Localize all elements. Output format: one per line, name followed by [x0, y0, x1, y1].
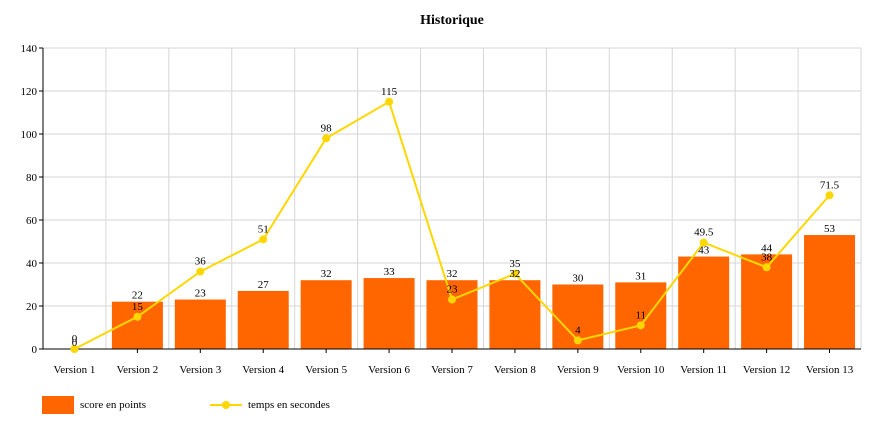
x-tick-label: Version 4 — [242, 364, 284, 376]
y-tick-label: 60 — [26, 215, 38, 227]
bar-value-label: 30 — [572, 273, 584, 285]
bar-value-label: 32 — [321, 268, 332, 280]
x-tick-label: Version 3 — [179, 364, 221, 376]
y-tick-label: 40 — [26, 258, 38, 270]
bar-value-label: 32 — [447, 268, 458, 280]
bar-swatch-icon — [42, 396, 74, 414]
bar-value-label: 53 — [824, 223, 836, 235]
y-tick-label: 80 — [26, 172, 38, 184]
bar-value-label: 43 — [698, 245, 710, 257]
line-point — [762, 263, 771, 272]
line-swatch-icon — [209, 396, 242, 414]
bar — [804, 235, 856, 349]
line-point — [573, 336, 582, 345]
y-tick-label: 100 — [21, 129, 38, 141]
line-point — [70, 345, 79, 353]
y-axis-ticks: 0 20 40 60 80 100 120 140 — [21, 43, 43, 356]
bar — [174, 299, 226, 349]
bar-value-label: 0 — [72, 337, 78, 349]
line-value-label: 0 — [72, 333, 78, 345]
y-tick-label: 120 — [21, 86, 38, 98]
legend-label-score: score en points — [80, 399, 146, 411]
x-tick-label: Version 5 — [305, 364, 347, 376]
bar — [678, 256, 730, 349]
x-tick-label: Version 8 — [494, 364, 536, 376]
legend-label-temps: temps en secondes — [247, 399, 330, 411]
x-tick-label: Version 11 — [680, 364, 727, 376]
x-tick-label: Version 7 — [431, 364, 473, 376]
chart-title: Historique — [420, 13, 484, 28]
line-value-label: 51 — [258, 223, 269, 235]
line-series — [70, 97, 834, 353]
line-value-label: 49.5 — [694, 227, 714, 239]
bar-value-label: 31 — [635, 270, 646, 282]
legend: score en points temps en secondes — [42, 396, 394, 414]
line-value-label: 23 — [447, 284, 459, 296]
bar — [300, 280, 352, 349]
x-tick-label: Version 12 — [743, 364, 790, 376]
bar — [489, 280, 541, 349]
legend-item-temps[interactable]: temps en secondes — [209, 396, 330, 414]
y-tick-label: 20 — [26, 301, 38, 313]
line-point — [636, 321, 645, 330]
x-tick-label: Version 13 — [806, 364, 854, 376]
bar-value-label: 27 — [258, 279, 270, 291]
bar — [615, 282, 667, 349]
bar-value-label: 44 — [761, 242, 773, 254]
line-value-label: 98 — [321, 122, 333, 134]
bar-value-label: 22 — [132, 290, 143, 302]
line-value-label: 15 — [132, 301, 144, 313]
line-point — [699, 238, 708, 247]
line-point — [196, 267, 205, 276]
x-tick-label: Version 2 — [116, 364, 158, 376]
line-value-label: 4 — [575, 324, 581, 336]
y-tick-label: 140 — [21, 43, 38, 55]
y-tick-label: 0 — [32, 344, 38, 356]
x-tick-label: Version 10 — [617, 364, 665, 376]
line-point — [510, 269, 519, 278]
bar-value-label: 32 — [509, 268, 520, 280]
x-tick-label: Version 6 — [368, 364, 410, 376]
x-tick-label: Version 9 — [557, 364, 599, 376]
line-point — [448, 295, 456, 304]
line-point — [322, 134, 331, 143]
line-value-label: 115 — [381, 86, 398, 98]
x-tick-label: Version 1 — [54, 364, 96, 376]
grid — [42, 47, 862, 350]
line-point — [133, 312, 142, 321]
line-point — [825, 191, 834, 200]
legend-item-score[interactable]: score en points — [42, 396, 146, 414]
line-value-label: 38 — [761, 251, 773, 263]
line-value-label: 11 — [635, 309, 646, 321]
data-labels: 0 22 23 27 32 33 32 32 30 31 43 44 53 0 15 36 51 98 115 23 3… — [72, 86, 840, 349]
line-value-label: 71.5 — [820, 179, 840, 191]
bar-value-label: 23 — [195, 288, 207, 300]
x-axis-ticks: Version 1 Version 2 Version 3 Version 4 Vers… — [54, 349, 854, 376]
bar — [363, 278, 415, 349]
bar — [237, 290, 289, 349]
bar-value-label: 33 — [384, 266, 396, 278]
line-value-label: 36 — [195, 256, 207, 268]
line-point — [259, 235, 268, 244]
line-value-label: 35 — [509, 258, 521, 270]
line-point — [385, 97, 394, 106]
